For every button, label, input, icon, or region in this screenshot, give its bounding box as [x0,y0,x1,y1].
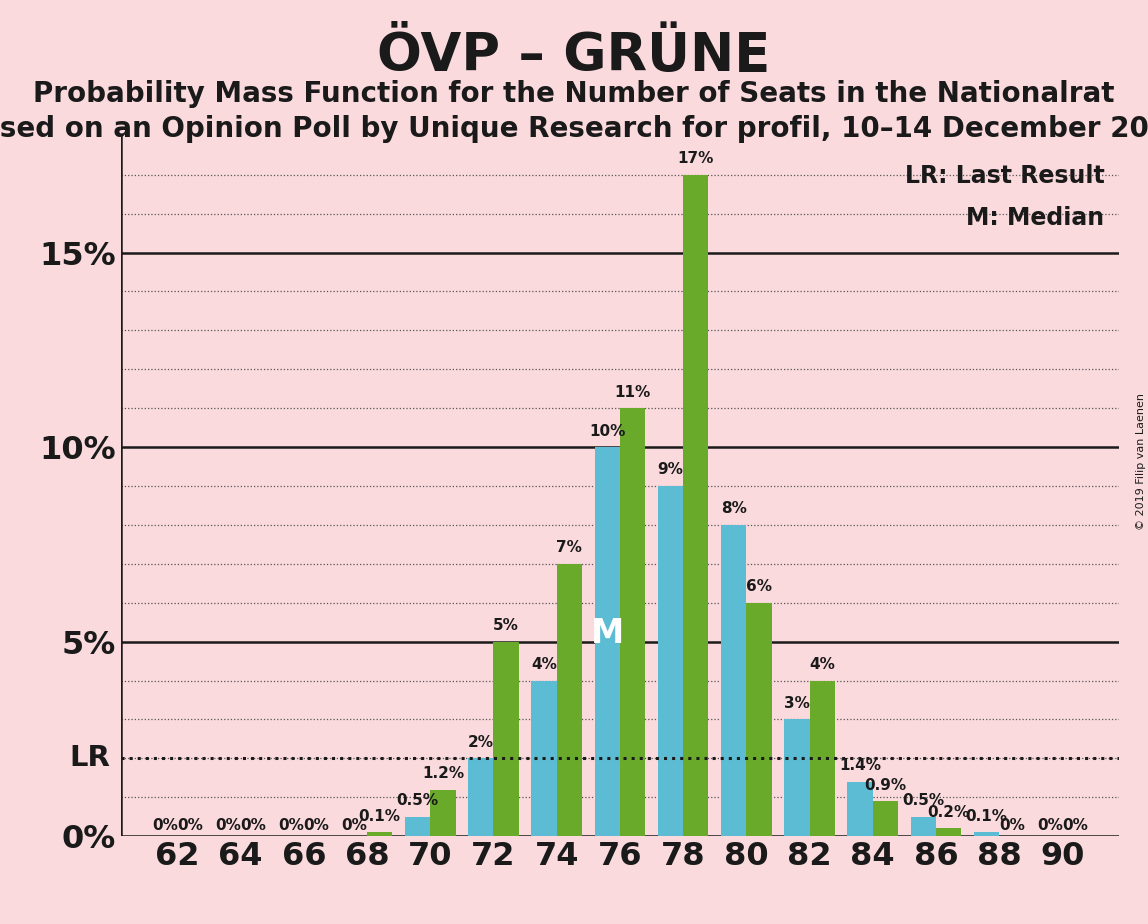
Bar [974,833,999,836]
Bar [557,564,582,836]
Text: 0%: 0% [341,818,367,833]
Bar [620,408,645,836]
Bar [468,759,494,836]
Bar [494,641,519,836]
Text: 0%: 0% [999,818,1025,833]
Text: 4%: 4% [809,657,835,672]
Text: 10%: 10% [589,423,626,439]
Text: 1.2%: 1.2% [421,766,464,781]
Text: 0%: 0% [152,818,178,833]
Text: 0%: 0% [240,818,266,833]
Text: LR: Last Result: LR: Last Result [905,164,1104,188]
Bar [936,829,961,836]
Text: 0.9%: 0.9% [864,778,907,793]
Text: 0%: 0% [278,818,304,833]
Text: 0.1%: 0.1% [965,808,1008,824]
Bar [847,782,872,836]
Text: 8%: 8% [721,502,746,517]
Bar [532,681,557,836]
Text: © 2019 Filip van Laenen: © 2019 Filip van Laenen [1135,394,1146,530]
Text: 0%: 0% [215,818,241,833]
Bar [658,486,683,836]
Text: 0.1%: 0.1% [358,808,401,824]
Bar [405,817,430,836]
Bar [721,525,746,836]
Text: 6%: 6% [746,579,771,594]
Text: Probability Mass Function for the Number of Seats in the Nationalrat: Probability Mass Function for the Number… [33,80,1115,108]
Text: M: M [591,617,623,650]
Text: LR: LR [70,745,110,772]
Text: 0.2%: 0.2% [928,805,970,820]
Bar [595,447,620,836]
Text: 4%: 4% [532,657,557,672]
Text: 17%: 17% [677,152,714,166]
Text: 0%: 0% [303,818,329,833]
Bar [784,720,809,836]
Text: 9%: 9% [658,463,683,478]
Text: 0%: 0% [1062,818,1088,833]
Text: 3%: 3% [784,696,809,711]
Bar [910,817,936,836]
Text: 7%: 7% [557,541,582,555]
Bar [683,175,708,836]
Bar [430,789,456,836]
Text: 0%: 0% [1037,818,1063,833]
Text: 1.4%: 1.4% [839,759,882,773]
Text: 11%: 11% [614,384,651,400]
Text: ÖVP – GRÜNE: ÖVP – GRÜNE [378,30,770,82]
Bar [746,602,771,836]
Text: 0.5%: 0.5% [396,793,439,808]
Text: 0.5%: 0.5% [902,793,945,808]
Bar [809,681,835,836]
Bar [872,801,898,836]
Text: 0%: 0% [177,818,203,833]
Text: Based on an Opinion Poll by Unique Research for profil, 10–14 December 2018: Based on an Opinion Poll by Unique Resea… [0,115,1148,142]
Bar [367,833,393,836]
Text: M: Median: M: Median [967,206,1104,230]
Text: 2%: 2% [468,735,494,750]
Text: 5%: 5% [494,618,519,633]
